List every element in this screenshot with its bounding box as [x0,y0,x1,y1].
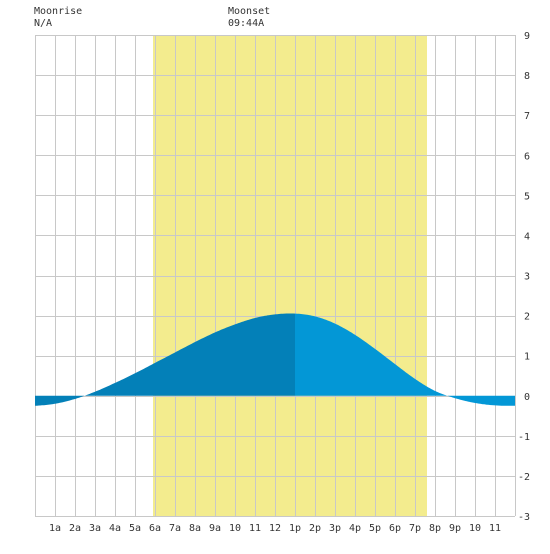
x-tick-label: 1p [289,523,301,534]
x-tick-label: 5a [129,523,141,534]
y-tick-label: -2 [518,472,530,483]
x-tick-label: 4a [109,523,121,534]
moonrise-time: N/A [34,18,53,29]
y-tick-label: -1 [518,432,530,443]
x-tick-label: 7p [409,523,421,534]
x-axis-labels: 1a 2a 3a 4a 5a 6a 7a 8a 9a 10 11 12 1p 2p 3p 4p 5p 6p 7p 8p… [49,523,501,534]
y-axis-labels: -3 -2 -1 0 1 2 3 4 5 6 7 8 9 [518,31,530,523]
x-tick-label: 6p [389,523,401,534]
moonset-time: 09:44A [228,18,265,29]
y-tick-label: 4 [524,231,530,242]
daylight-band [153,35,427,516]
y-tick-label: 0 [524,392,530,403]
y-tick-label: -3 [518,512,530,523]
x-tick-label: 4p [349,523,361,534]
x-tick-label: 1a [49,523,61,534]
x-tick-label: 10 [469,523,481,534]
x-tick-label: 12 [269,523,281,534]
grid-lines [35,35,516,517]
x-tick-label: 9p [449,523,461,534]
x-tick-label: 8a [189,523,201,534]
x-tick-label: 3p [329,523,341,534]
x-tick-label: 2p [309,523,321,534]
x-tick-label: 5p [369,523,381,534]
x-tick-label: 6a [149,523,161,534]
x-tick-label: 11 [489,523,501,534]
x-tick-label: 11 [249,523,261,534]
x-tick-label: 8p [429,523,441,534]
moonrise-info: Moonrise N/A [34,6,82,30]
y-tick-label: 9 [524,31,530,42]
moonset-label: Moonset [228,6,271,17]
x-tick-label: 9a [209,523,221,534]
moonrise-label: Moonrise [34,6,83,17]
tide-area-past [35,313,295,406]
y-tick-label: 8 [524,71,530,82]
x-tick-label: 2a [69,523,81,534]
x-tick-label: 10 [229,523,241,534]
y-tick-label: 2 [524,312,530,323]
y-tick-label: 3 [524,272,530,283]
y-tick-label: 7 [524,111,530,122]
tide-area-future [295,313,515,406]
y-tick-label: 5 [524,191,530,202]
y-tick-label: 1 [524,352,530,363]
x-tick-label: 7a [169,523,181,534]
moonset-info: Moonset 09:44A [228,6,270,30]
y-tick-label: 6 [524,151,530,162]
x-tick-label: 3a [89,523,101,534]
